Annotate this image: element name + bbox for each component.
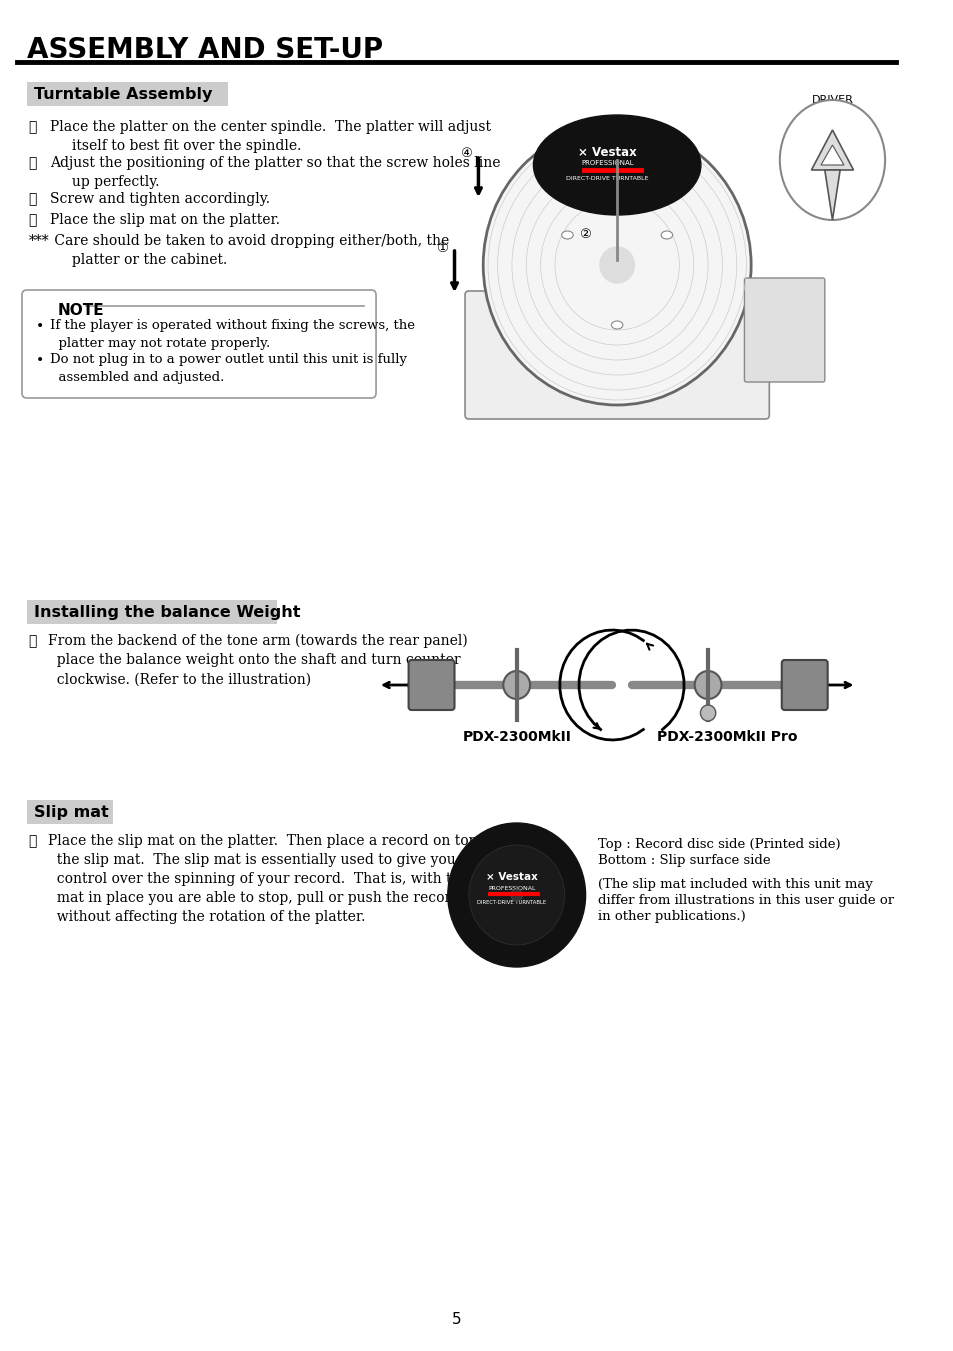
FancyBboxPatch shape [27, 800, 112, 824]
Ellipse shape [561, 231, 573, 239]
Text: (The slip mat included with this unit may: (The slip mat included with this unit ma… [598, 878, 872, 892]
Circle shape [700, 705, 715, 721]
Ellipse shape [779, 100, 884, 220]
Circle shape [447, 823, 585, 967]
Text: ②: ② [578, 228, 590, 242]
FancyBboxPatch shape [27, 82, 228, 105]
Text: ④: ④ [29, 213, 37, 227]
FancyBboxPatch shape [781, 661, 827, 711]
Text: If the player is operated without fixing the screws, the
  platter may not rotat: If the player is operated without fixing… [50, 319, 415, 350]
FancyBboxPatch shape [27, 600, 277, 624]
Text: Do not plug in to a power outlet until this unit is fully
  assembled and adjust: Do not plug in to a power outlet until t… [50, 353, 406, 384]
FancyBboxPatch shape [464, 290, 768, 419]
Text: ①: ① [436, 242, 448, 255]
Circle shape [511, 889, 522, 901]
Text: Care should be taken to avoid dropping either/both, the
     platter or the cabi: Care should be taken to avoid dropping e… [50, 234, 449, 267]
Text: ③: ③ [659, 178, 672, 192]
Text: ①: ① [29, 834, 37, 848]
Polygon shape [811, 130, 853, 170]
Text: ④: ④ [459, 147, 472, 159]
Text: ⨯ Vestax: ⨯ Vestax [578, 146, 637, 159]
Text: ***: *** [29, 234, 50, 249]
Text: PROFESSIONAL: PROFESSIONAL [488, 886, 536, 892]
Text: PDX-2300MkII: PDX-2300MkII [462, 730, 571, 744]
FancyBboxPatch shape [743, 278, 824, 382]
FancyBboxPatch shape [22, 290, 375, 399]
Text: DIRECT-DRIVE TURNTABLE: DIRECT-DRIVE TURNTABLE [476, 901, 546, 905]
Text: ②: ② [29, 155, 37, 170]
Text: PDX-2300MkII Pro: PDX-2300MkII Pro [657, 730, 797, 744]
Circle shape [483, 126, 750, 405]
Text: PROFESSIONAL: PROFESSIONAL [580, 159, 633, 166]
Text: Installing the balance Weight: Installing the balance Weight [34, 604, 300, 620]
Text: Adjust the positioning of the platter so that the screw holes line
     up perfe: Adjust the positioning of the platter so… [50, 155, 499, 189]
Ellipse shape [660, 231, 672, 239]
Text: in other publications.): in other publications.) [598, 911, 745, 923]
Text: Place the platter on the center spindle.  The platter will adjust
     itself to: Place the platter on the center spindle.… [50, 120, 490, 153]
Text: DIRECT-DRIVE TURNTABLE: DIRECT-DRIVE TURNTABLE [566, 177, 648, 181]
Circle shape [503, 671, 530, 698]
FancyBboxPatch shape [408, 661, 454, 711]
Circle shape [694, 671, 720, 698]
Text: DRIVER: DRIVER [811, 95, 853, 105]
Text: Top : Record disc side (Printed side): Top : Record disc side (Printed side) [598, 838, 840, 851]
Text: Slip mat: Slip mat [34, 804, 109, 820]
Polygon shape [824, 170, 840, 220]
Text: differ from illustrations in this user guide or: differ from illustrations in this user g… [598, 894, 893, 907]
Text: Place the slip mat on the platter.: Place the slip mat on the platter. [50, 213, 279, 227]
Text: Bottom : Slip surface side: Bottom : Slip surface side [598, 854, 770, 867]
Text: ①: ① [29, 634, 37, 648]
Text: Turntable Assembly: Turntable Assembly [34, 86, 213, 101]
Text: NOTE: NOTE [57, 303, 104, 317]
Text: From the backend of the tone arm (towards the rear panel)
  place the balance we: From the backend of the tone arm (toward… [48, 634, 467, 686]
Circle shape [468, 844, 564, 944]
Ellipse shape [611, 322, 622, 330]
Text: ASSEMBLY AND SET-UP: ASSEMBLY AND SET-UP [27, 36, 382, 63]
Text: ①: ① [29, 120, 37, 134]
Circle shape [599, 247, 634, 282]
Text: ⨯ Vestax: ⨯ Vestax [485, 871, 537, 882]
Text: 5: 5 [451, 1313, 460, 1328]
Text: Screw and tighten accordingly.: Screw and tighten accordingly. [50, 192, 270, 205]
Ellipse shape [533, 115, 700, 215]
Text: Place the slip mat on the platter.  Then place a record on top of
  the slip mat: Place the slip mat on the platter. Then … [48, 834, 502, 924]
Text: ③: ③ [29, 192, 37, 205]
Polygon shape [821, 145, 843, 165]
Text: •: • [36, 353, 45, 367]
Text: •: • [36, 319, 45, 332]
